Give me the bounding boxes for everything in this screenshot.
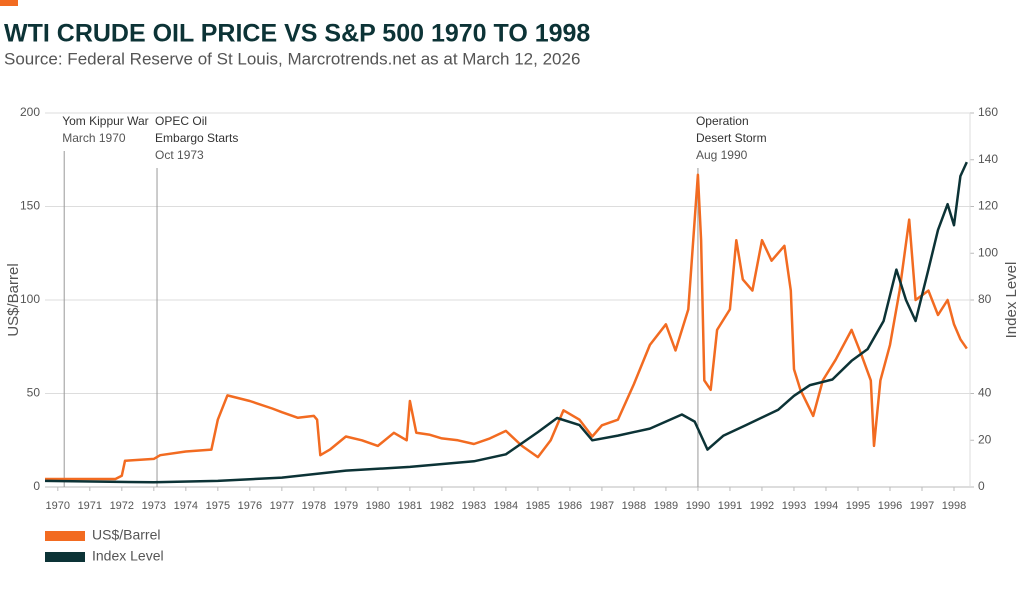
series-line (45, 173, 968, 481)
x-tick-label: 1991 (718, 500, 742, 512)
x-tick-label: 1985 (526, 500, 550, 512)
x-tick-label: 1973 (142, 500, 166, 512)
y-tick-label: 200 (20, 105, 40, 119)
y2-tick-label: 160 (978, 105, 998, 119)
legend-label: Index Level (92, 548, 164, 564)
x-tick-label: 1983 (462, 500, 486, 512)
annotation-text: March 1970 (62, 131, 126, 145)
annotation-text: Desert Storm (696, 131, 767, 145)
annotation-text: OPEC Oil (155, 114, 207, 128)
x-tick-label: 1995 (846, 500, 870, 512)
x-tick-label: 1992 (750, 500, 774, 512)
annotation-text: Oct 1973 (155, 148, 204, 162)
chart-subtitle: Source: Federal Reserve of St Louis, Mar… (4, 49, 580, 68)
annotation-text: Embargo Starts (155, 131, 238, 145)
y-tick-label: 0 (33, 479, 40, 493)
x-tick-label: 1986 (558, 500, 582, 512)
x-tick-label: 1972 (110, 500, 134, 512)
chart-title: WTI CRUDE OIL PRICE VS S&P 500 1970 TO 1… (4, 20, 590, 48)
y2-tick-label: 140 (978, 152, 998, 166)
x-tick-label: 1989 (654, 500, 678, 512)
y-tick-label: 50 (27, 386, 41, 400)
legend-swatch (45, 552, 85, 562)
y2-tick-label: 40 (978, 386, 992, 400)
x-tick-label: 1993 (782, 500, 806, 512)
y-tick-label: 100 (20, 292, 40, 306)
x-tick-label: 1978 (302, 500, 326, 512)
y2-axis-label: Index Level (1003, 262, 1020, 339)
x-tick-label: 1980 (366, 500, 390, 512)
x-tick-label: 1981 (398, 500, 422, 512)
x-tick-label: 1988 (622, 500, 646, 512)
x-tick-label: 1971 (78, 500, 102, 512)
y2-tick-label: 20 (978, 432, 992, 446)
y2-tick-label: 80 (978, 292, 992, 306)
x-tick-label: 1994 (814, 500, 838, 512)
x-tick-label: 1977 (270, 500, 294, 512)
annotation-text: Yom Kippur War (62, 114, 148, 128)
x-tick-label: 1982 (430, 500, 454, 512)
x-tick-label: 1970 (46, 500, 70, 512)
y2-tick-label: 0 (978, 479, 985, 493)
accent-bar (0, 0, 18, 6)
x-tick-label: 1984 (494, 500, 518, 512)
x-tick-label: 1990 (686, 500, 710, 512)
legend-label: US$/Barrel (92, 527, 160, 543)
y2-tick-label: 120 (978, 199, 998, 213)
x-tick-label: 1979 (334, 500, 358, 512)
y-axis-label: US$/Barrel (5, 263, 22, 336)
x-tick-label: 1997 (910, 500, 934, 512)
x-tick-label: 1998 (942, 500, 966, 512)
x-tick-label: 1987 (590, 500, 614, 512)
y2-tick-label: 100 (978, 245, 998, 259)
y-tick-label: 150 (20, 199, 40, 213)
series-line (44, 161, 968, 484)
legend-swatch (45, 531, 85, 541)
x-tick-label: 1974 (174, 500, 198, 512)
x-tick-label: 1996 (878, 500, 902, 512)
annotation-text: Aug 1990 (696, 148, 748, 162)
x-tick-label: 1976 (238, 500, 262, 512)
annotation-text: Operation (696, 114, 749, 128)
x-tick-label: 1975 (206, 500, 230, 512)
